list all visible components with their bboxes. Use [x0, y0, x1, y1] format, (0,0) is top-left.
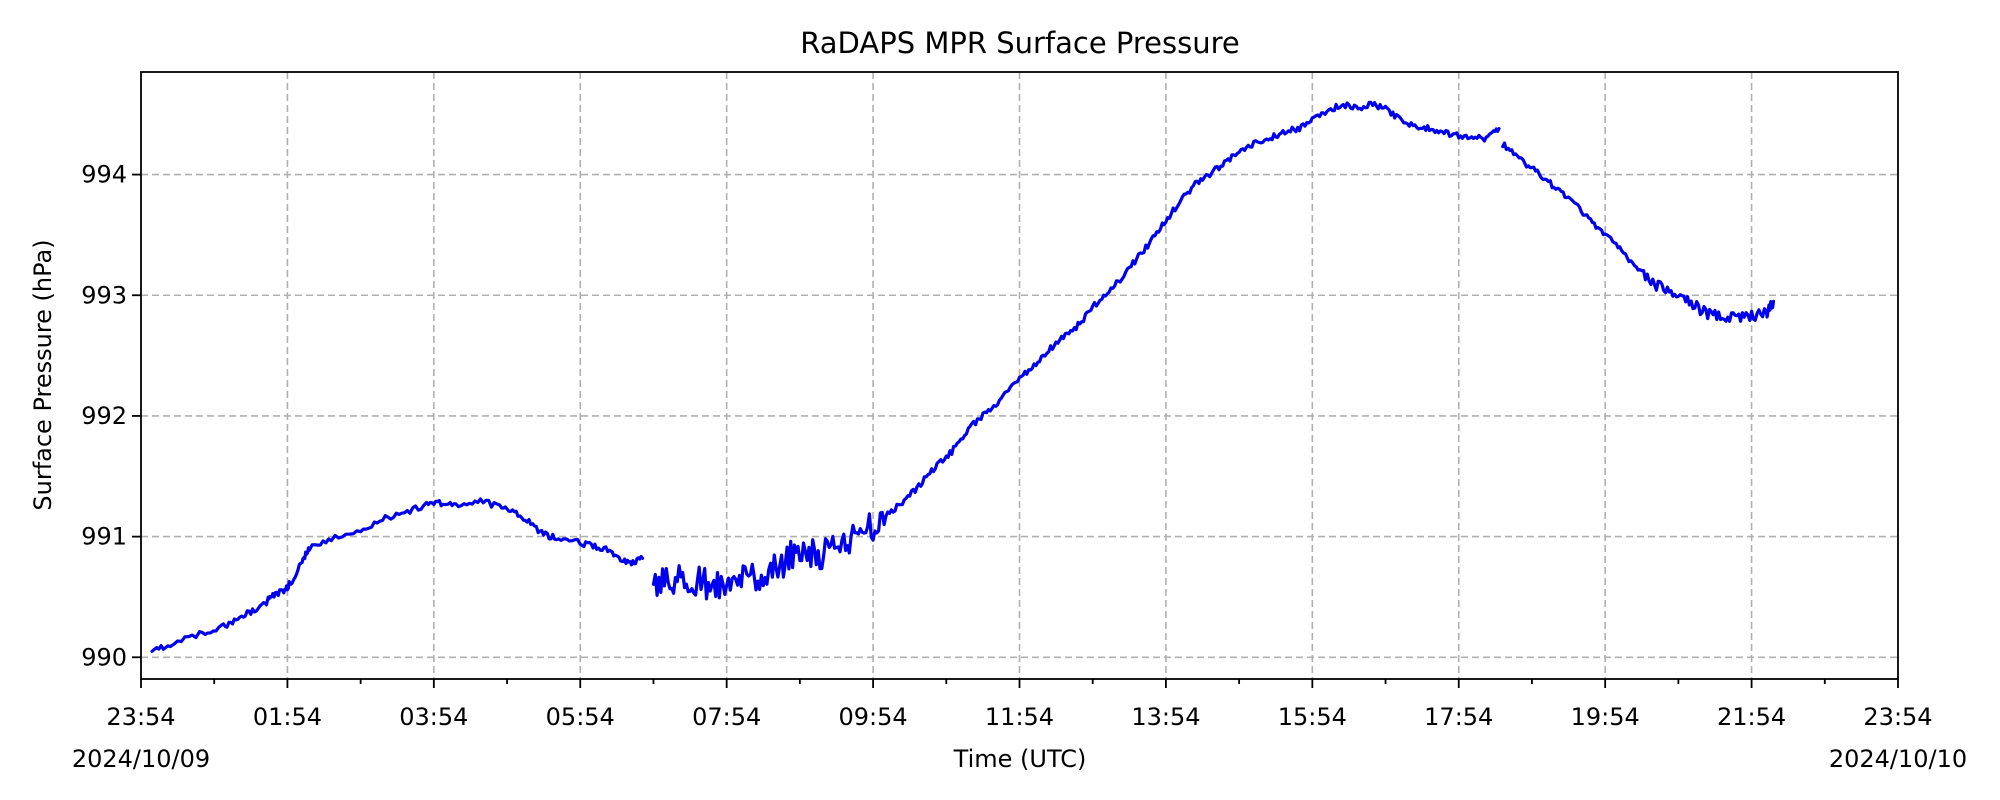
x-tick-label: 19:54 [1571, 703, 1640, 731]
x-tick-label: 09:54 [838, 703, 907, 731]
series-line-segment-2 [651, 100, 1501, 601]
y-axis-title: Surface Pressure (hPa) [29, 239, 57, 510]
x-tick-label: 13:54 [1131, 703, 1200, 731]
y-tick-label: 990 [81, 643, 127, 671]
x-tick-label: 11:54 [985, 703, 1054, 731]
grid-lines [141, 72, 1898, 679]
x-tick-label: 23:54 [1863, 703, 1932, 731]
x-tick-label: 03:54 [399, 703, 468, 731]
y-tick-label: 992 [81, 402, 127, 430]
data-series [150, 100, 1776, 653]
chart-title: RaDAPS MPR Surface Pressure [800, 26, 1239, 60]
x-tick-label: 17:54 [1424, 703, 1493, 731]
x-tick-label: 21:54 [1717, 703, 1786, 731]
x-tick-label: 23:54 [106, 703, 175, 731]
x-tick-label: 01:54 [253, 703, 322, 731]
series-line-segment-3 [1501, 141, 1776, 323]
x-tick-label: 15:54 [1278, 703, 1347, 731]
x-date-label-right: 2024/10/10 [1829, 745, 1967, 773]
y-axis: 990 991 992 993 994 [81, 161, 141, 671]
x-date-label-left: 2024/10/09 [72, 745, 210, 773]
x-axis-title: Time (UTC) [953, 745, 1087, 773]
x-tick-label: 05:54 [546, 703, 615, 731]
y-tick-label: 994 [81, 161, 127, 189]
y-tick-label: 991 [81, 523, 127, 551]
x-tick-label: 07:54 [692, 703, 761, 731]
x-axis: 23:54 01:54 03:54 05:54 07:54 09:54 11:54 13:54… [106, 679, 1933, 731]
y-tick-label: 993 [81, 281, 127, 309]
series-line-segment-1 [150, 497, 645, 653]
